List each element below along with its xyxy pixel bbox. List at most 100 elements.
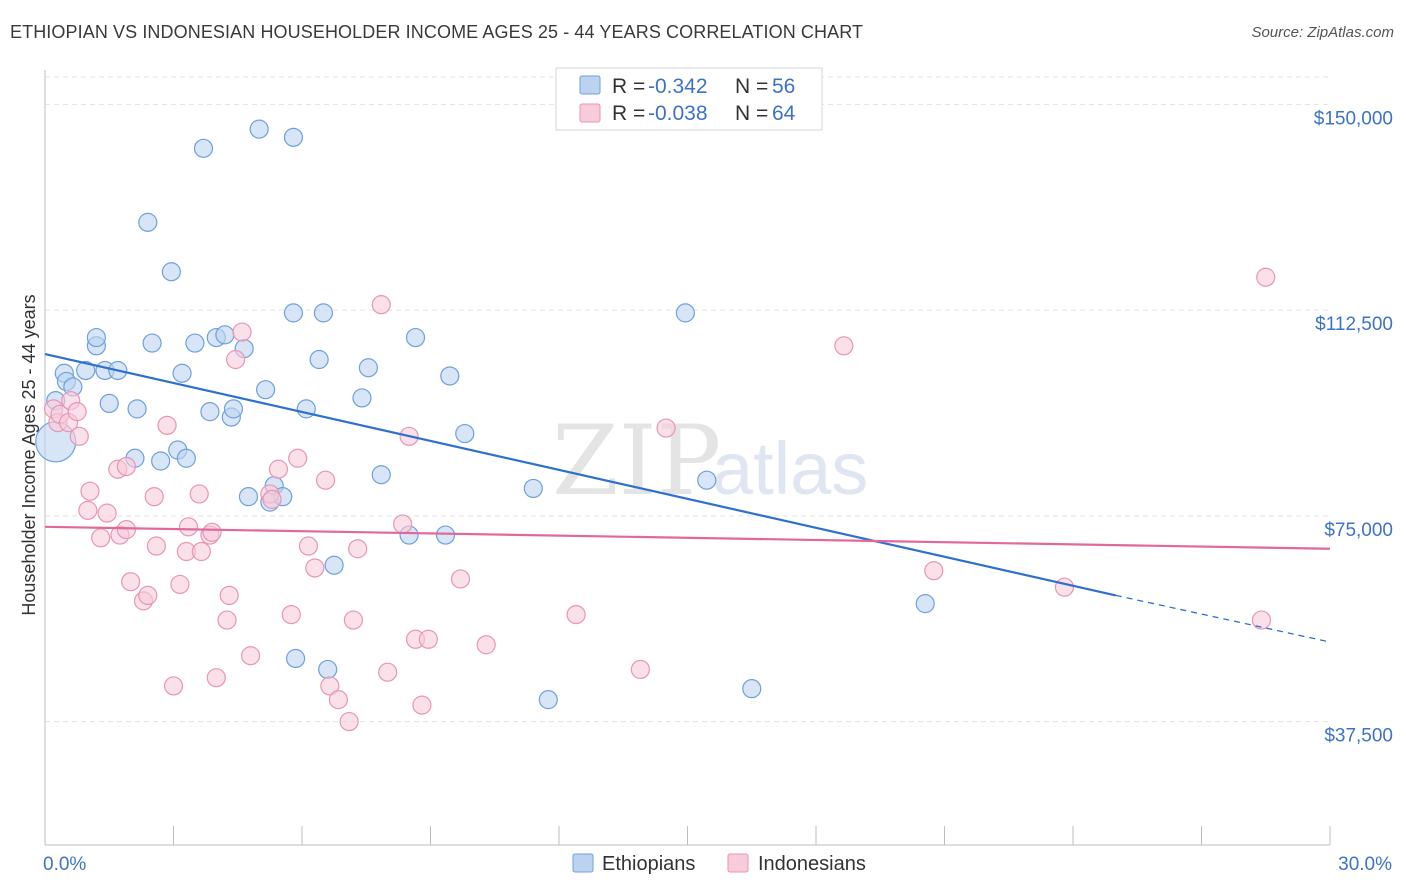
ethiopian-point-52 xyxy=(697,470,717,490)
watermark-atlas: atlas xyxy=(712,427,868,510)
ethiopian-point-39 xyxy=(318,659,338,680)
ethiopian-point-9 xyxy=(99,393,119,413)
y-axis-label: Householder Income Ages 25 - 44 years xyxy=(19,294,39,615)
x-tick-label-left: 0.0% xyxy=(43,854,86,875)
ethiopian-point-14 xyxy=(142,333,162,353)
source-label: Source: ZipAtlas.com xyxy=(1251,24,1394,41)
indonesian-point-5 xyxy=(67,402,87,422)
ethiopian-point-34 xyxy=(283,303,304,323)
bottom-legend-swatch-ethiopians xyxy=(572,853,594,873)
legend-swatch-indonesians xyxy=(579,103,601,123)
indonesian-point-48 xyxy=(371,295,391,315)
indonesian-point-20 xyxy=(157,415,177,435)
indonesian-point-41 xyxy=(305,558,325,578)
indonesian-point-15 xyxy=(121,572,141,592)
indonesian-point-24 xyxy=(178,517,199,537)
ethiopian-point-19 xyxy=(176,448,196,468)
watermark-zip: ZIP xyxy=(552,405,721,517)
ethiopian-point-15 xyxy=(151,451,171,471)
indonesian-point-60 xyxy=(834,336,854,356)
ethiopian-point-46 xyxy=(435,525,456,545)
legend-r-label-ethiopians: R = xyxy=(612,75,645,98)
indonesian-point-54 xyxy=(418,629,438,649)
indonesian-point-13 xyxy=(116,519,136,540)
ethiopian-point-5 xyxy=(76,360,96,381)
indonesian-trend-line xyxy=(44,525,1331,550)
indonesian-point-44 xyxy=(328,690,349,710)
ethiopian-point-27 xyxy=(238,487,259,507)
indonesian-point-64 xyxy=(1251,610,1272,630)
legend-n-value-indonesians: 64 xyxy=(772,102,796,125)
bottom-legend-label-indonesians: Indonesians xyxy=(758,853,866,875)
legend-r-value-indonesians: -0.038 xyxy=(648,102,708,125)
ethiopian-point-42 xyxy=(358,358,378,378)
indonesian-point-17 xyxy=(138,585,158,606)
indonesian-point-9 xyxy=(91,528,111,548)
ethiopian-point-53 xyxy=(742,679,762,699)
ethiopian-point-22 xyxy=(200,402,220,422)
indonesian-point-10 xyxy=(97,503,117,523)
indonesian-point-31 xyxy=(219,585,239,606)
indonesian-point-36 xyxy=(262,489,282,509)
ethiopian-point-45 xyxy=(405,327,426,348)
legend-n-label-ethiopians: N = xyxy=(735,75,768,98)
y-tick-label-1: $75,000 xyxy=(1324,520,1393,541)
indonesian-point-61 xyxy=(924,561,944,581)
indonesian-point-32 xyxy=(226,349,246,370)
indonesian-point-14 xyxy=(116,456,136,477)
legend-n-label-indonesians: N = xyxy=(735,102,768,125)
ethiopian-point-29 xyxy=(255,380,276,400)
indonesian-point-50 xyxy=(393,514,413,534)
legend-r-value-ethiopians: -0.342 xyxy=(648,75,708,98)
bottom-legend-swatch-indonesians xyxy=(727,853,749,873)
indonesian-point-37 xyxy=(268,459,289,479)
ethiopian-point-50 xyxy=(538,690,558,710)
ethiopian-point-24 xyxy=(215,325,235,345)
indonesian-point-39 xyxy=(288,448,308,468)
indonesian-point-46 xyxy=(343,610,363,630)
indonesian-point-56 xyxy=(476,635,496,655)
indonesian-point-22 xyxy=(170,574,190,595)
x-tick-label-right: 30.0% xyxy=(1338,854,1392,875)
y-tick-label-0: $37,500 xyxy=(1324,726,1393,747)
ethiopian-trend-line xyxy=(44,352,1117,597)
legend-r-label-indonesians: R = xyxy=(612,102,645,125)
ethiopian-point-43 xyxy=(371,465,391,485)
ethiopian-point-40 xyxy=(324,555,344,575)
grid-lines xyxy=(45,76,1330,723)
ethiopian-point-13 xyxy=(138,212,158,232)
bottom-legend-label-ethiopians: Ethiopians xyxy=(602,853,695,875)
y-tick-label-2: $112,500 xyxy=(1315,314,1393,335)
ethiopian-point-28 xyxy=(249,119,269,139)
indonesian-point-53 xyxy=(412,695,432,715)
indonesian-point-6 xyxy=(69,426,89,446)
ethiopian-point-49 xyxy=(523,478,543,499)
data-points xyxy=(35,119,1276,732)
watermark: ZIP atlas xyxy=(552,405,868,517)
indonesian-point-21 xyxy=(163,676,184,696)
indonesian-point-40 xyxy=(298,536,319,556)
legend-swatch-ethiopians xyxy=(579,75,601,95)
indonesian-point-7 xyxy=(78,500,98,520)
legend-n-value-ethiopians: 56 xyxy=(772,75,795,98)
indonesian-point-19 xyxy=(146,536,166,556)
indonesian-point-45 xyxy=(339,711,359,732)
y-tick-labels: $37,500 $75,000 $112,500 $150,000 xyxy=(1314,108,1393,746)
ethiopian-point-33 xyxy=(283,127,304,147)
indonesian-point-49 xyxy=(378,662,398,682)
ethiopian-point-55 xyxy=(223,399,244,419)
indonesian-point-29 xyxy=(206,668,226,688)
ethiopian-point-7 xyxy=(86,327,107,348)
indonesian-point-63 xyxy=(1256,267,1276,287)
ethiopian-trend-extension xyxy=(1115,594,1331,643)
ethiopian-point-35 xyxy=(285,648,306,669)
ethiopian-point-11 xyxy=(127,399,147,419)
ethiopian-point-16 xyxy=(161,262,181,282)
ethiopian-point-20 xyxy=(185,333,205,353)
indonesian-point-59 xyxy=(656,418,676,438)
trend-lines xyxy=(44,352,1331,643)
ethiopian-point-37 xyxy=(309,349,329,370)
indonesian-point-18 xyxy=(144,487,164,507)
indonesian-point-42 xyxy=(315,470,336,490)
ethiopian-point-48 xyxy=(455,423,475,444)
